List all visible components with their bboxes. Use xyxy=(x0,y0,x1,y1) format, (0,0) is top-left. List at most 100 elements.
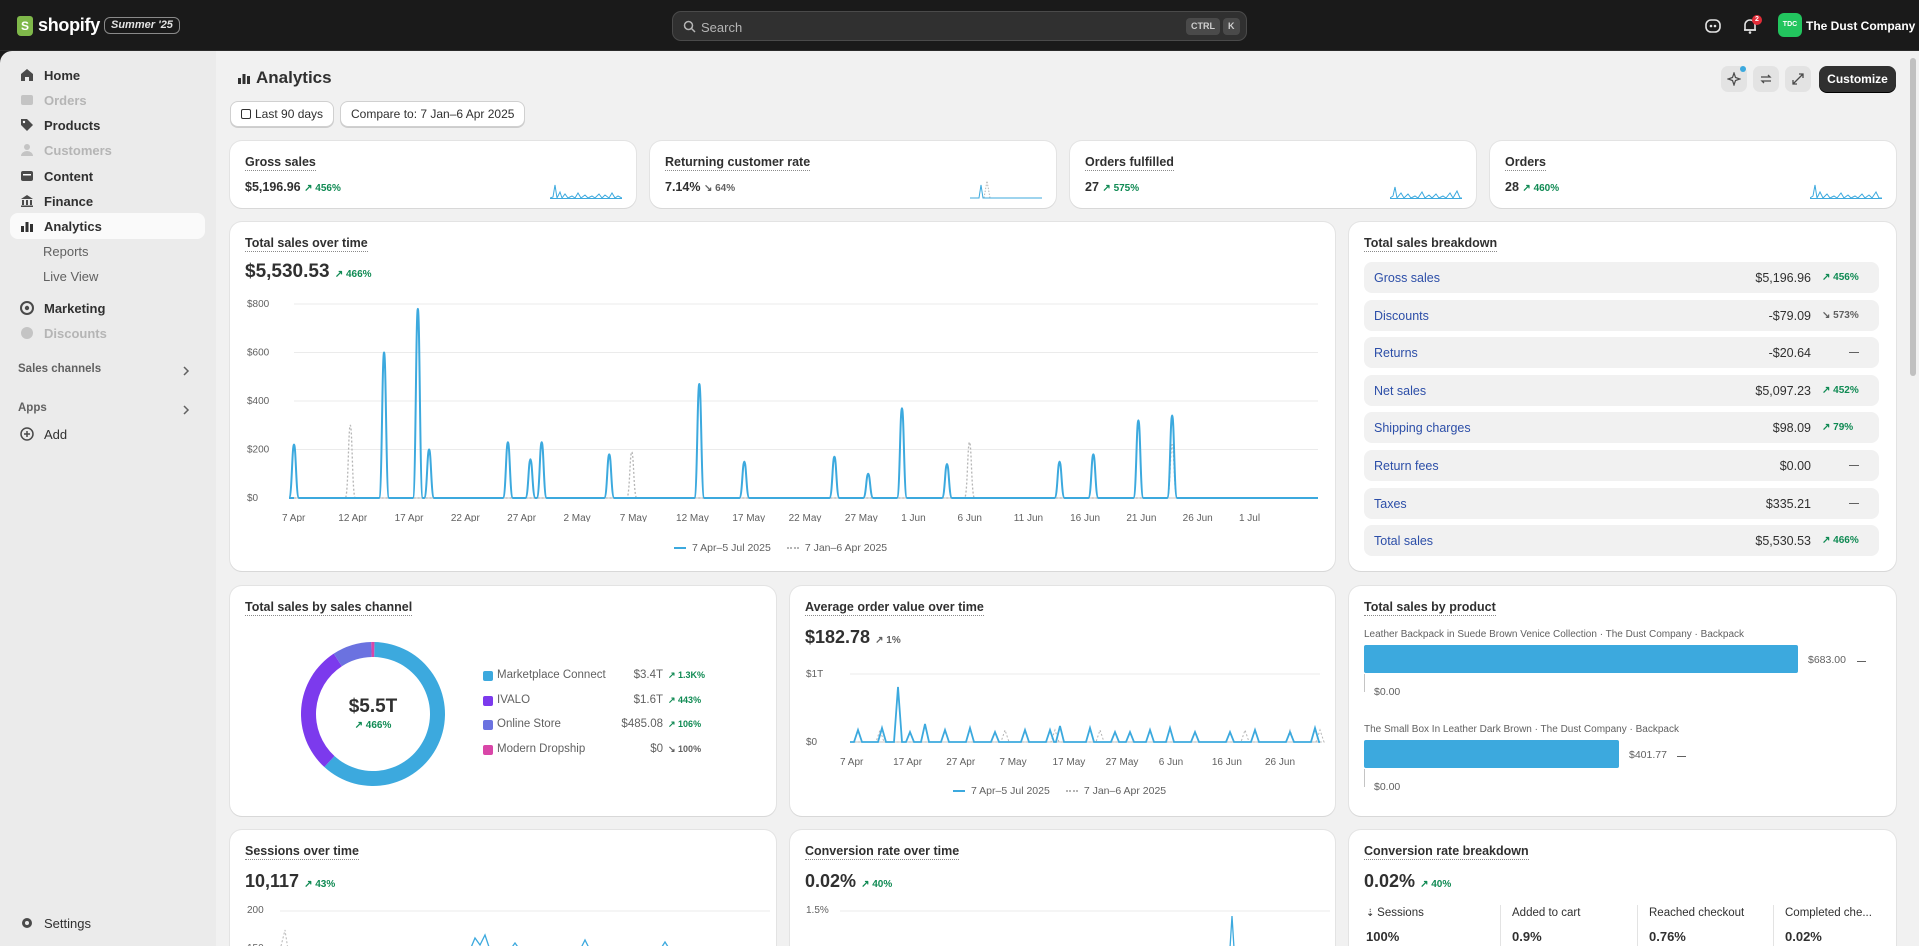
change-text: 79% xyxy=(1833,422,1854,434)
y-tick: 150 xyxy=(247,943,264,946)
x-tick: 22 May xyxy=(789,513,822,522)
donut-slice[interactable] xyxy=(301,653,342,768)
sidebar-item-discounts[interactable]: Discounts xyxy=(10,320,205,346)
card-title[interactable]: Conversion rate over time xyxy=(805,844,960,860)
breakdown-value: $5,097.23 xyxy=(1755,383,1811,398)
refresh-button[interactable] xyxy=(1753,66,1779,92)
card-title[interactable]: Total sales over time xyxy=(245,236,368,252)
channel-name: Marketplace Connect xyxy=(497,669,606,681)
breakdown-row[interactable]: Gross sales $5,196.96 ↗ 456% xyxy=(1364,262,1879,293)
funnel-col-completed-checkout: Completed che... 0.02% xyxy=(1785,907,1872,944)
legend-swatch-previous xyxy=(786,547,799,549)
chevron-right-icon[interactable] xyxy=(181,366,191,376)
change-text: 1.3K% xyxy=(678,670,706,680)
channel-change: ↗ 443% xyxy=(668,694,702,705)
series-current[interactable] xyxy=(288,307,1318,499)
legend-swatch xyxy=(483,671,493,681)
breakdown-row[interactable]: Discounts -$79.09 ↘ 573% xyxy=(1364,299,1879,331)
product-bar[interactable] xyxy=(1364,740,1619,768)
donut-slice[interactable] xyxy=(333,642,372,667)
donut-slice[interactable] xyxy=(324,642,445,786)
sparkline xyxy=(1810,184,1882,199)
sidebar-item-content[interactable]: Content xyxy=(10,163,205,189)
card-title[interactable]: Total sales by sales channel xyxy=(245,600,413,616)
apps-heading[interactable]: Apps xyxy=(18,402,47,414)
sales-channels-heading[interactable]: Sales channels xyxy=(18,363,102,375)
date-range-button[interactable]: Last 90 days xyxy=(230,101,335,127)
sidebar-item-live-view[interactable]: Live View xyxy=(10,263,205,289)
edition-badge[interactable]: Summer '25 xyxy=(104,17,180,34)
sidebar-item-home[interactable]: Home xyxy=(10,62,205,88)
fullscreen-button[interactable] xyxy=(1785,66,1811,92)
breakdown-value: $5,530.53 xyxy=(1755,534,1811,549)
kpi-number: 27 xyxy=(1085,180,1099,194)
person-icon xyxy=(21,144,33,156)
sidebar-item-orders[interactable]: Orders xyxy=(10,87,205,113)
sidebar-item-finance[interactable]: Finance xyxy=(10,188,205,214)
bell-icon[interactable] xyxy=(1740,16,1760,36)
product-value: $683.00 xyxy=(1808,654,1846,666)
legend-swatch-current xyxy=(953,790,965,792)
shopify-logo[interactable]: shopify xyxy=(17,15,100,36)
breakdown-row[interactable]: Total sales $5,530.53 ↗ 466% xyxy=(1364,525,1879,557)
no-change-dash xyxy=(1849,352,1859,354)
kpi-card-gross-sales[interactable]: Gross sales $5,196.96 ↗ 456% xyxy=(230,141,636,208)
channel-name: Modern Dropship xyxy=(497,742,586,755)
sidebar-item-marketing[interactable]: Marketing xyxy=(10,295,205,321)
series-current[interactable] xyxy=(850,686,1320,743)
sidebar-item-analytics[interactable]: Analytics xyxy=(10,213,205,239)
total-sales-chart[interactable]: $0 $200 $400 $600 $800 7 Apr 12 Apr 17 Apr 22 Ap… xyxy=(230,292,1335,522)
store-name[interactable]: The Dust Company xyxy=(1806,19,1916,33)
new-dot xyxy=(1740,66,1746,72)
chevron-right-icon[interactable] xyxy=(181,405,191,415)
breakdown-row[interactable]: Return fees $0.00 xyxy=(1364,450,1879,481)
sidebar-item-products[interactable]: Products xyxy=(10,112,205,138)
funnel-value: 0.02% xyxy=(1785,929,1822,944)
conversion-chart[interactable] xyxy=(840,908,1330,946)
x-tick: 26 Jun xyxy=(1183,513,1213,522)
sidebar-item-settings[interactable]: Settings xyxy=(10,910,205,936)
funnel-icon: ⇣ xyxy=(1366,908,1378,919)
breakdown-row[interactable]: Returns -$20.64 xyxy=(1364,337,1879,369)
donut-slice[interactable] xyxy=(371,642,375,658)
page-scrollbar[interactable] xyxy=(1908,52,1919,946)
breakdown-row[interactable]: Taxes $335.21 xyxy=(1364,487,1879,519)
product-bar[interactable] xyxy=(1364,645,1798,673)
aov-chart[interactable]: $0 $1T 7 Apr 17 Apr 27 Apr 7 May 17 May 27 May 6… xyxy=(790,656,1335,776)
x-tick: 1 Jul xyxy=(1239,513,1260,522)
divider xyxy=(1500,905,1501,946)
insights-button[interactable] xyxy=(1721,66,1747,92)
compare-button[interactable]: Compare to: 7 Jan–6 Apr 2025 xyxy=(340,101,526,127)
kpi-card-orders-fulfilled[interactable]: Orders fulfilled 27 ↗ 575% xyxy=(1070,141,1476,208)
sidebar-item-add[interactable]: Add xyxy=(10,421,205,447)
breakdown-change: ↗ 466% xyxy=(1822,535,1859,547)
card-title[interactable]: Conversion rate breakdown xyxy=(1364,844,1529,860)
breakdown-row[interactable]: Shipping charges $98.09 ↗ 79% xyxy=(1364,412,1879,444)
sidekick-icon[interactable] xyxy=(1703,16,1723,36)
kpi-card-orders[interactable]: Orders 28 ↗ 460% xyxy=(1490,141,1896,208)
customize-button[interactable]: Customize xyxy=(1819,66,1896,92)
home-icon xyxy=(21,69,33,81)
store-avatar[interactable]: TDC xyxy=(1778,13,1802,37)
card-title[interactable]: Sessions over time xyxy=(245,844,359,860)
scrollbar-thumb[interactable] xyxy=(1910,58,1916,376)
channel-donut-chart[interactable] xyxy=(293,634,453,794)
chart-legend: 7 Apr–5 Jul 2025 7 Jan–6 Apr 2025 xyxy=(674,542,887,554)
refresh-icon xyxy=(1760,74,1772,84)
kpi-card-returning-rate[interactable]: Returning customer rate 7.14% ↘ 64% xyxy=(650,141,1056,208)
sidebar-item-label: Marketing xyxy=(44,300,106,316)
card-title[interactable]: Total sales breakdown xyxy=(1364,236,1498,252)
breakdown-row[interactable]: Net sales $5,097.23 ↗ 452% xyxy=(1364,374,1879,406)
card-title[interactable]: Average order value over time xyxy=(805,600,984,616)
card-title[interactable]: Total sales by product xyxy=(1364,600,1496,616)
sidebar-item-reports[interactable]: Reports xyxy=(10,238,205,264)
search-bar[interactable]: Search CTRL K xyxy=(672,11,1247,41)
series-previous[interactable] xyxy=(294,424,1318,499)
sidebar-item-customers[interactable]: Customers xyxy=(10,137,205,163)
y-tick: 1.5% xyxy=(806,905,829,916)
channel-value: $485.08 xyxy=(621,718,663,730)
x-tick: 16 Jun xyxy=(1212,757,1242,768)
calendar-icon xyxy=(241,109,251,119)
x-tick: 27 May xyxy=(845,513,878,522)
sessions-chart[interactable] xyxy=(280,910,770,946)
